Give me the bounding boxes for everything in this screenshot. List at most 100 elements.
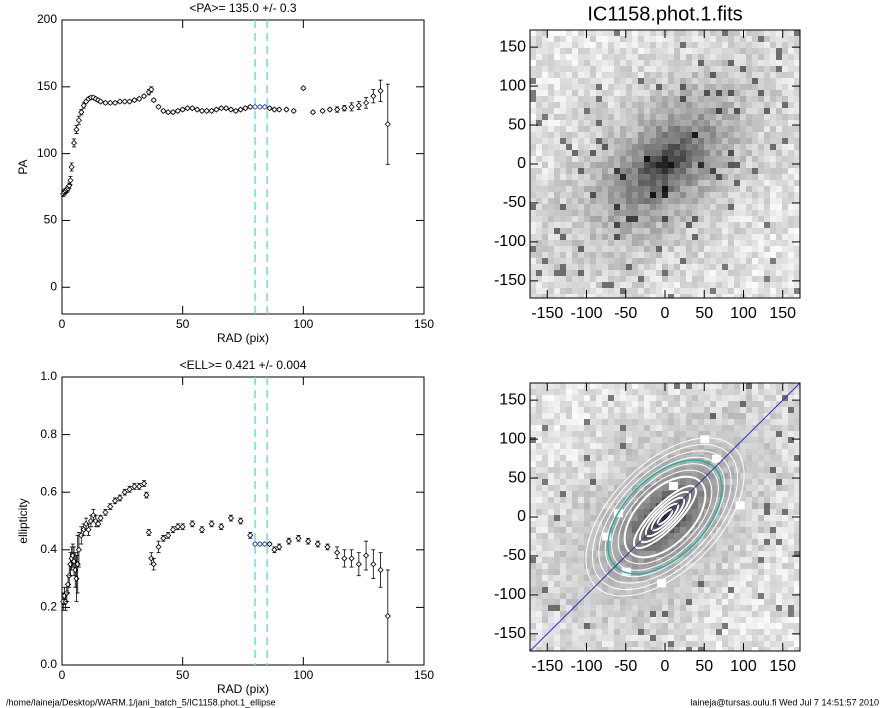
data-point: [208, 520, 215, 527]
pixel: [788, 569, 794, 575]
pixel: [698, 54, 704, 60]
pixel: [644, 66, 650, 72]
pixel: [788, 443, 794, 449]
pixel: [758, 395, 764, 401]
pixel: [746, 252, 752, 258]
y-tick-label: 0: [50, 279, 57, 293]
pixel: [572, 551, 578, 557]
pixel: [710, 294, 716, 298]
pixel: [680, 545, 686, 551]
pixel: [740, 240, 746, 246]
pixel: [638, 407, 644, 413]
pixel: [746, 174, 752, 180]
pixel: [566, 383, 572, 389]
data-point: [266, 105, 273, 112]
pixel: [626, 66, 632, 72]
pixel: [764, 210, 770, 216]
pixel: [644, 581, 650, 587]
pixel: [638, 413, 644, 419]
masked-region: [712, 454, 722, 463]
pixel: [602, 509, 608, 515]
pixel: [770, 401, 776, 407]
pixel: [794, 264, 800, 270]
pixel: [608, 593, 614, 599]
pixel: [686, 288, 692, 294]
pixel: [668, 276, 674, 282]
pixel: [680, 168, 686, 174]
pixel: [674, 180, 680, 186]
pixel: [590, 617, 596, 623]
pixel: [710, 102, 716, 108]
pixel: [620, 455, 626, 461]
pixel: [686, 389, 692, 395]
data-point: [72, 566, 79, 574]
pixel: [620, 557, 626, 563]
pixel: [794, 240, 800, 246]
pixel: [662, 186, 668, 192]
pixel: [536, 42, 542, 48]
pixel: [662, 545, 668, 551]
pixel: [620, 108, 626, 114]
pixel: [560, 497, 566, 503]
pixel: [614, 42, 620, 48]
pixel: [572, 419, 578, 425]
pixel: [542, 30, 548, 36]
pixel: [578, 198, 584, 204]
pixel: [602, 192, 608, 198]
pixel: [674, 222, 680, 228]
pixel: [560, 72, 566, 78]
pixel: [722, 425, 728, 431]
pixel: [608, 258, 614, 264]
x-tick-label: 100: [730, 658, 757, 675]
pixel: [734, 276, 740, 282]
pixel: [710, 473, 716, 479]
pixel: [710, 605, 716, 611]
pixel: [632, 180, 638, 186]
pixel: [614, 156, 620, 162]
data-point: [252, 540, 259, 548]
pixel: [602, 641, 608, 647]
pixel: [728, 551, 734, 557]
pixel: [620, 60, 626, 66]
pixel: [566, 401, 572, 407]
pixel: [596, 228, 602, 234]
data-point: [384, 612, 391, 620]
pixel: [620, 599, 626, 605]
pixel: [716, 545, 722, 551]
pixel: [608, 270, 614, 276]
pixel: [608, 581, 614, 587]
pixel: [650, 485, 656, 491]
pixel: [782, 120, 788, 126]
pixel: [542, 509, 548, 515]
pixel: [572, 515, 578, 521]
pixel: [668, 162, 674, 168]
pixel: [548, 407, 554, 413]
pixel: [584, 78, 590, 84]
pixel: [698, 174, 704, 180]
pixel: [794, 120, 800, 126]
pixel: [704, 557, 710, 563]
pixel: [728, 587, 734, 593]
pixel: [710, 401, 716, 407]
pixel: [584, 527, 590, 533]
pixel: [644, 617, 650, 623]
pixel: [758, 144, 764, 150]
pixel: [656, 138, 662, 144]
data-point: [75, 546, 82, 553]
pixel: [632, 108, 638, 114]
pixel: [572, 509, 578, 515]
data-point: [305, 538, 312, 545]
pixel: [548, 234, 554, 240]
pixel: [620, 431, 626, 437]
pixel: [572, 258, 578, 264]
pixel: [596, 204, 602, 210]
pixel: [668, 593, 674, 599]
pixel: [668, 407, 674, 413]
pixel: [674, 473, 680, 479]
pixel: [680, 240, 686, 246]
pixel: [788, 473, 794, 479]
pixel: [584, 270, 590, 276]
pixel: [632, 629, 638, 635]
pixel: [530, 240, 536, 246]
